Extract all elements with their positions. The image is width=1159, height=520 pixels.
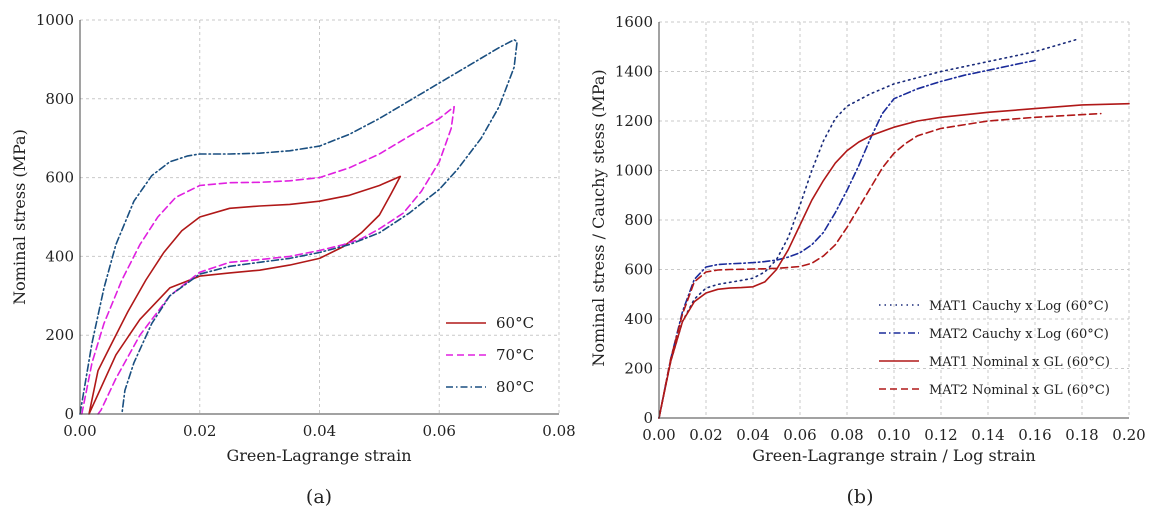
panel-b-legend-label-3: MAT1 Nominal x GL (60°C) xyxy=(929,355,1110,370)
panel-a-legend: 60°C 70°C 80°C xyxy=(446,314,534,396)
panel-b-x-tick-label: 0.08 xyxy=(830,426,863,444)
panel-b-y-tick-label: 1600 xyxy=(615,13,653,31)
panel-b-x-tick-label: 0.06 xyxy=(783,426,816,444)
panel-b-x-axis-label: Green-Lagrange strain / Log strain xyxy=(752,446,1035,465)
panel-b-caption: (b) xyxy=(847,486,874,508)
panel-a-legend-label-1: 60°C xyxy=(496,314,534,332)
panel-b-x-tick-label: 0.02 xyxy=(689,426,722,444)
panel-b-x-tick-label: 0.04 xyxy=(736,426,769,444)
panel-a-series-line-2 xyxy=(81,105,456,415)
panel-a-chart: 0.00 0.02 0.04 0.06 0.08 0 200 400 600 800 1000 Gr… xyxy=(10,11,576,508)
panel-b-y-tick-label: 1400 xyxy=(615,63,653,81)
panel-a-legend-label-3: 80°C xyxy=(496,378,534,396)
panel-b-x-tick-label: 0.16 xyxy=(1018,426,1051,444)
panel-b-y-tick-label: 1200 xyxy=(615,112,653,130)
panel-b-y-tick-label: 800 xyxy=(624,211,653,229)
panel-b-y-tick-label: 200 xyxy=(624,360,653,378)
panel-a-y-tick-label: 800 xyxy=(45,90,74,108)
panel-a-x-tick-label: 0.02 xyxy=(183,422,216,440)
panel-b-x-tick-label: 0.18 xyxy=(1065,426,1098,444)
panel-a-y-tick-label: 1000 xyxy=(36,11,74,29)
panel-b-series-line-4 xyxy=(658,112,1102,419)
panel-b-y-axis-label: Nominal stress / Cauchy stess (MPa) xyxy=(589,69,608,366)
panel-a-y-tick-label: 0 xyxy=(64,405,74,423)
panel-b-legend: MAT1 Cauchy x Log (60°C) MAT2 Cauchy x Lo… xyxy=(879,299,1110,398)
panel-b-series-line-1 xyxy=(658,38,1079,419)
panel-b-chart: 0.00 0.02 0.04 0.06 0.08 0.10 0.12 0.14 0.16 0.18… xyxy=(589,13,1146,508)
panel-b-x-tick-label: 0.10 xyxy=(877,426,910,444)
panel-b-x-tick-label: 0.00 xyxy=(642,426,675,444)
panel-a-x-tick-label: 0.00 xyxy=(63,422,96,440)
panel-a-caption: (a) xyxy=(306,486,332,508)
panel-a-x-tick-label: 0.06 xyxy=(423,422,456,440)
panel-b-y-tick-label: 1000 xyxy=(615,162,653,180)
panel-b-y-tick-label: 600 xyxy=(624,261,653,279)
panel-a-y-axis-label: Nominal stress (MPa) xyxy=(10,129,29,305)
panel-b-legend-label-2: MAT2 Cauchy x Log (60°C) xyxy=(929,327,1109,342)
panel-a-series-line-1 xyxy=(88,175,402,415)
panel-a-series-line-3 xyxy=(79,38,518,415)
panel-a-x-axis-label: Green-Lagrange strain xyxy=(226,446,411,465)
panel-a-y-tick-label: 200 xyxy=(45,326,74,344)
panel-b-series-line-2 xyxy=(658,59,1036,419)
panel-b-series-line-3 xyxy=(658,102,1130,419)
panel-b-x-tick-label: 0.20 xyxy=(1112,426,1145,444)
panel-a-x-tick-label: 0.08 xyxy=(542,422,575,440)
panel-a-x-tick-label: 0.04 xyxy=(303,422,336,440)
panel-b-legend-label-1: MAT1 Cauchy x Log (60°C) xyxy=(929,299,1109,314)
panel-a-y-tick-label: 400 xyxy=(45,247,74,265)
panel-b-legend-label-4: MAT2 Nominal x GL (60°C) xyxy=(929,383,1110,398)
panel-b-x-tick-label: 0.14 xyxy=(971,426,1004,444)
panel-a-legend-label-2: 70°C xyxy=(496,346,534,364)
panel-b-y-tick-label: 0 xyxy=(643,409,653,427)
panel-a-y-tick-label: 600 xyxy=(45,169,74,187)
panel-b-y-tick-label: 400 xyxy=(624,310,653,328)
panel-b-x-tick-label: 0.12 xyxy=(924,426,957,444)
